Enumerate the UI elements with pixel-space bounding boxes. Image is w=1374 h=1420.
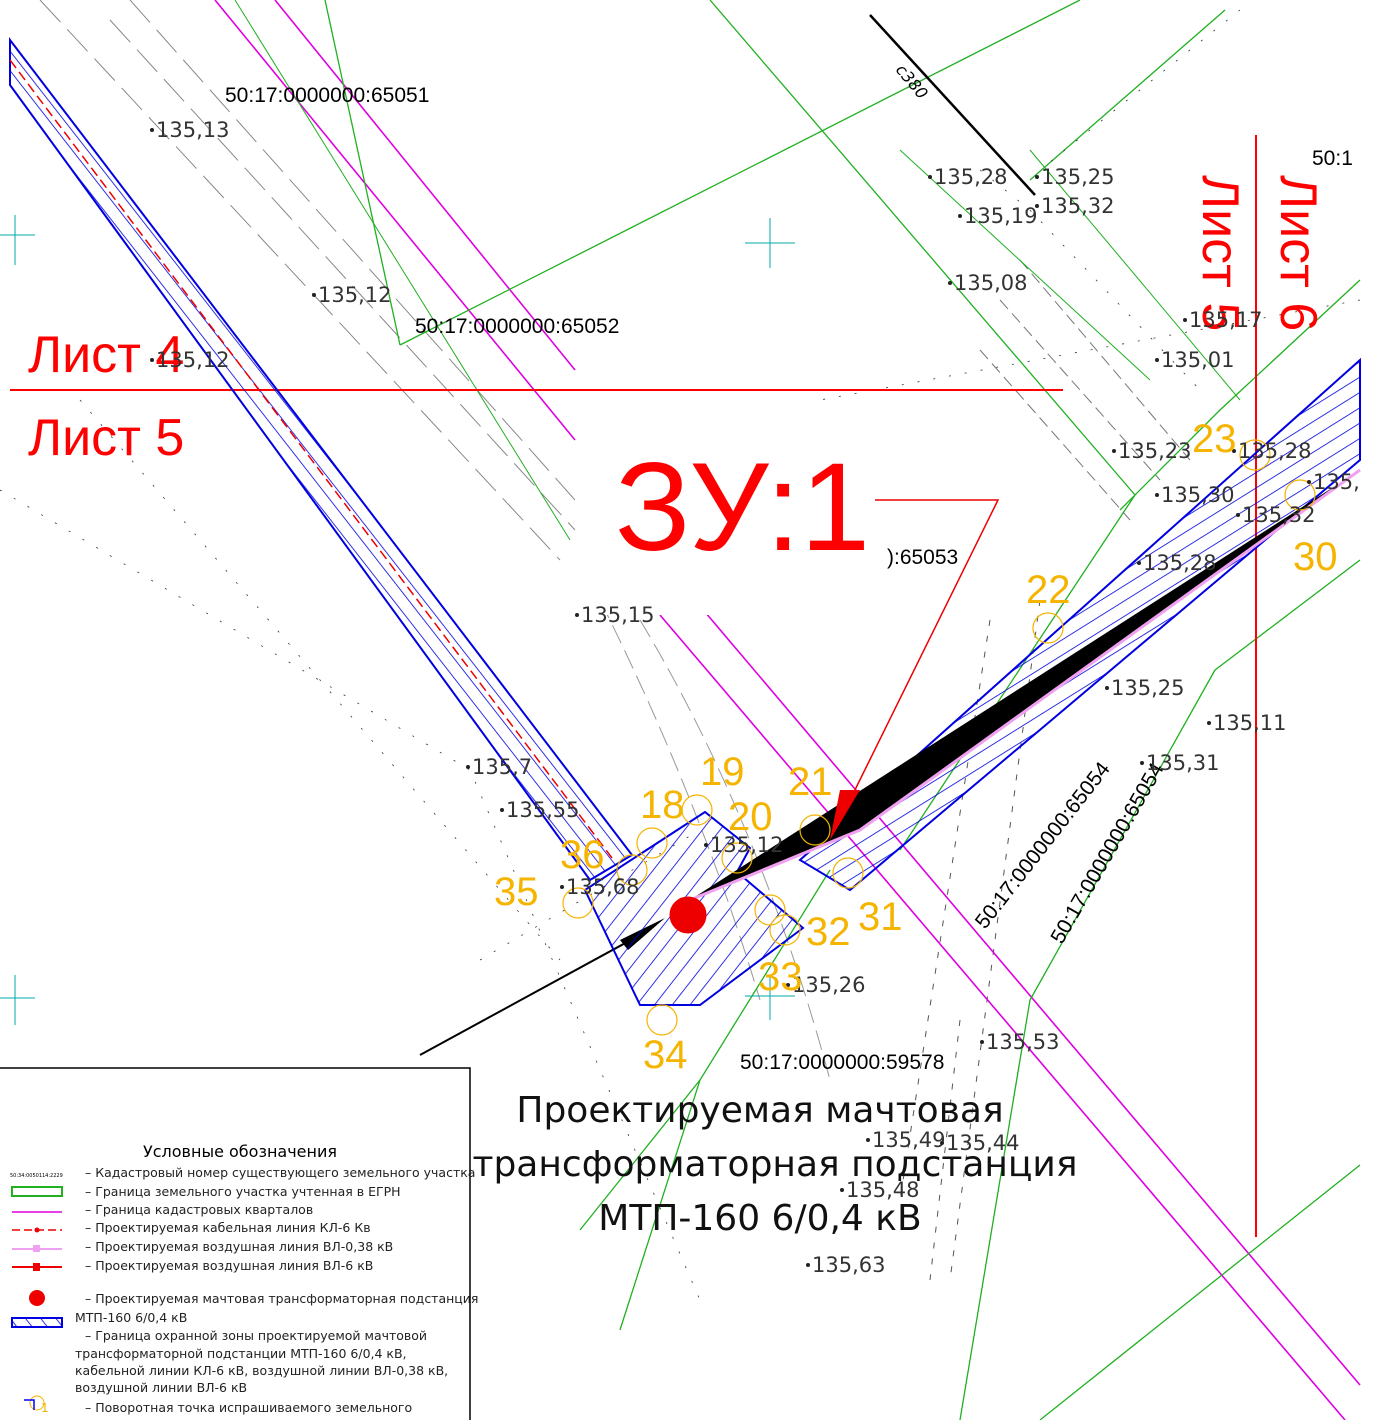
- elevation: 135,63: [812, 1253, 885, 1277]
- elevation-dot: [980, 1040, 984, 1044]
- elevation: 135,08: [954, 271, 1027, 295]
- callout-line: Проектируемая мачтовая: [516, 1090, 1003, 1131]
- cadastral-map: 50:17:0000000:65051 50:17:0000000:65052 …: [0, 0, 1374, 1420]
- elevation: 135,25: [1041, 165, 1114, 189]
- elevation-dot: [466, 765, 470, 769]
- elevation: 135,68: [566, 875, 639, 899]
- cadastral-number: ):65053: [887, 546, 958, 569]
- point-number: 34: [643, 1033, 688, 1077]
- elevation: 135,11: [1213, 711, 1286, 735]
- callout-line: МТП-160 6/0,4 кВ: [598, 1198, 921, 1239]
- point-number: 19: [700, 750, 745, 794]
- callout-line: трансформаторная подстанция: [472, 1144, 1077, 1185]
- elevation-dot: [1112, 449, 1116, 453]
- elevation: 135,01: [1161, 348, 1234, 372]
- cadastral-number: 50:17:0000000:59578: [740, 1051, 944, 1074]
- elevation-dot: [560, 885, 564, 889]
- cadastral-number: 50:17:0000000:65054: [971, 758, 1115, 933]
- elevation-dot: [150, 128, 154, 132]
- elevation-dot: [928, 175, 932, 179]
- legend-text: – Граница земельного участка учтенная в …: [85, 1184, 401, 1199]
- elevation-dot: [1307, 480, 1311, 484]
- elevation: 135,13: [156, 118, 229, 142]
- elevation: 135,23: [1118, 439, 1191, 463]
- legend-text: – Проектируемая мачтовая трансформаторна…: [85, 1291, 478, 1306]
- elevation: 135,28: [1238, 439, 1311, 463]
- legend-sample: 50:34:0050114:2229: [10, 1173, 63, 1179]
- point-number: 22: [1026, 568, 1071, 612]
- sheet-label: Лист 5: [28, 409, 184, 467]
- elevation: 135,25: [1111, 676, 1184, 700]
- point-number: 35: [494, 870, 539, 914]
- legend-text: воздушной линии ВЛ-6 кВ: [75, 1380, 247, 1395]
- elevation: 135,31: [1146, 751, 1219, 775]
- cadastral-number: 50:17:0000000:65054: [1046, 759, 1168, 948]
- elevation-dot: [948, 281, 952, 285]
- road-label: с380: [892, 60, 932, 102]
- elevation-dot: [1035, 175, 1039, 179]
- legend-text: трансформаторной подстанции МТП-160 6/0,…: [75, 1346, 407, 1361]
- elevation-dot: [1140, 761, 1144, 765]
- elevation-dot: [1155, 493, 1159, 497]
- elevation-dot: [312, 293, 316, 297]
- elevation-dot: [150, 358, 154, 362]
- elevation: 135,19: [964, 204, 1037, 228]
- plot-label: ЗУ:1: [615, 438, 870, 577]
- legend-text: – Граница охранной зоны проектируемой ма…: [85, 1328, 427, 1343]
- elevation-dot: [1105, 686, 1109, 690]
- point-number: 32: [806, 910, 851, 954]
- elevation: 135,12: [156, 348, 229, 372]
- elevation: 135,28: [934, 165, 1007, 189]
- legend-title: Условные обозначения: [143, 1142, 337, 1161]
- elevation: 135,17: [1189, 308, 1262, 332]
- elevation-dot: [1207, 721, 1211, 725]
- point-number: 36: [560, 833, 605, 877]
- elevation-dot: [1035, 204, 1039, 208]
- cadastral-number: 50:17:0000000:65051: [225, 84, 429, 107]
- elevation-dot: [1137, 561, 1141, 565]
- point-number: 30: [1293, 535, 1338, 579]
- elevation-dot: [806, 1263, 810, 1267]
- legend-text: – Проектируемая воздушная линия ВЛ-6 кВ: [85, 1258, 373, 1273]
- cadastral-number: 50:17:0000000:65052: [415, 315, 619, 338]
- point-number: 23: [1192, 417, 1237, 461]
- elevation: 135,7: [472, 755, 532, 779]
- elevation: 135,32: [1041, 194, 1114, 218]
- elevation-dot: [1236, 513, 1240, 517]
- elevation: 135,30: [1161, 483, 1234, 507]
- elevation: 135,28: [1143, 551, 1216, 575]
- elevation: 135,: [1313, 470, 1360, 494]
- elevation-dot: [704, 843, 708, 847]
- point-number: 33: [758, 955, 803, 999]
- elevation-dot: [500, 808, 504, 812]
- elevation-dot: [1155, 358, 1159, 362]
- point-number: 31: [858, 895, 903, 939]
- callout: Проектируемая мачтовая трансформаторная …: [472, 1090, 1077, 1239]
- elevation: 135,15: [581, 603, 654, 627]
- legend-text: – Проектируемая воздушная линия ВЛ-0,38 …: [85, 1239, 393, 1254]
- legend-text: кабельной линии КЛ-6 кВ, воздушной линии…: [75, 1363, 448, 1378]
- elevation-dot: [575, 613, 579, 617]
- point-number: 18: [640, 783, 685, 827]
- elevation: 135,12: [318, 283, 391, 307]
- elevation: 135,32: [1242, 503, 1315, 527]
- legend-text: МТП-160 6/0,4 кВ: [75, 1310, 187, 1325]
- cadastral-number: 50:1: [1312, 147, 1353, 170]
- legend-text: – Проектируемая кабельная линия КЛ-6 Кв: [85, 1220, 371, 1235]
- elevation-dot: [840, 1188, 844, 1192]
- legend-sample: 1: [41, 1401, 49, 1415]
- elevation-dot: [1183, 318, 1187, 322]
- legend-text: – Граница кадастровых кварталов: [85, 1202, 313, 1217]
- legend-text: – Кадастровый номер существующего земель…: [85, 1165, 475, 1180]
- elevation: 135,53: [986, 1030, 1059, 1054]
- point-number: 21: [788, 760, 833, 804]
- sheet-label: Лист 6: [1269, 175, 1327, 331]
- elevation-dot: [958, 214, 962, 218]
- point-number: 20: [728, 795, 773, 839]
- elevation-dot: [866, 1138, 870, 1142]
- elevation: 135,26: [792, 973, 865, 997]
- legend-text: – Поворотная точка испрашиваемого земель…: [85, 1400, 412, 1415]
- elevation: 135,55: [506, 798, 579, 822]
